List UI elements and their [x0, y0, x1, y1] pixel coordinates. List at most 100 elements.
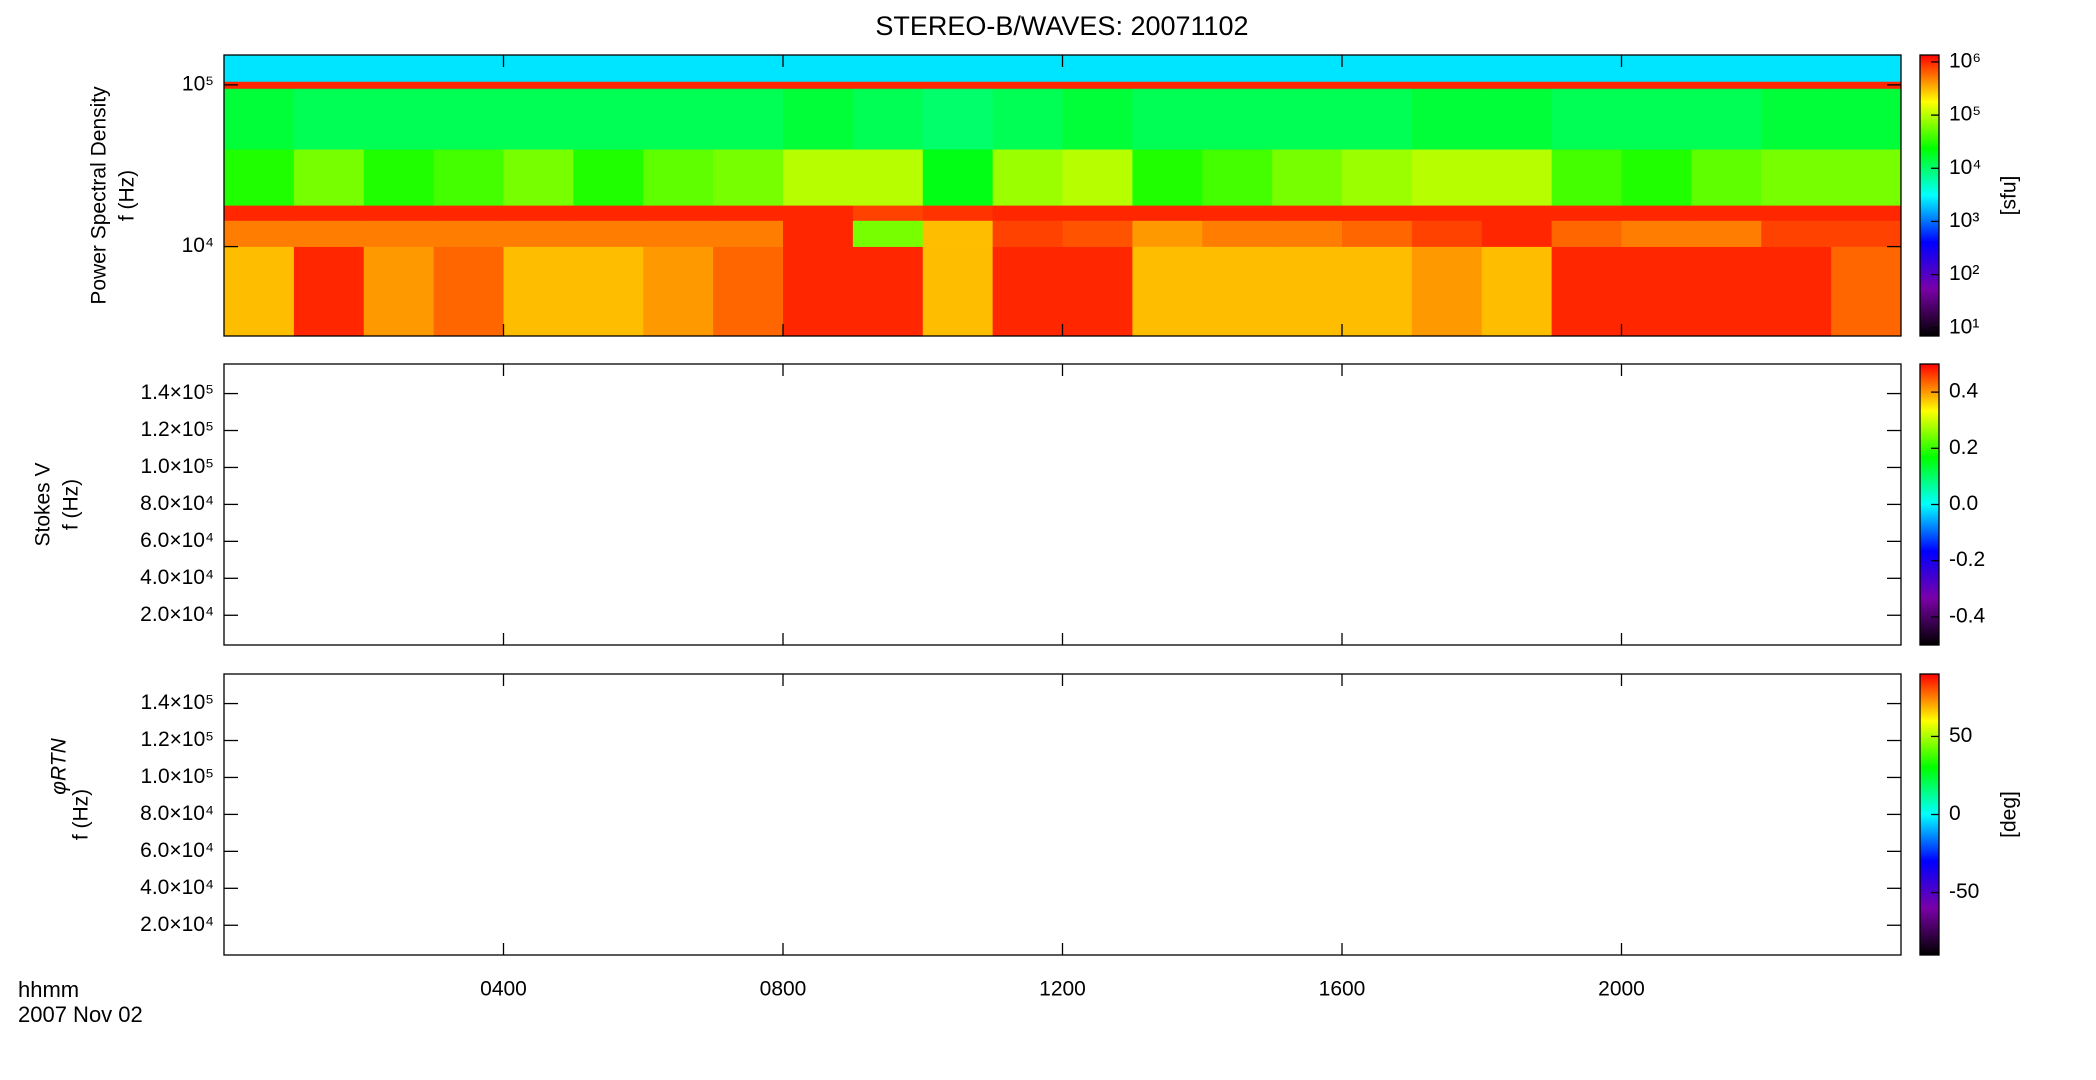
heatmap-cell — [783, 246, 854, 337]
colorbar-tick-label: 0.4 — [1949, 380, 1979, 403]
heatmap-cell — [1202, 88, 1273, 150]
heatmap-cell — [1551, 81, 1622, 89]
heatmap-cell — [922, 205, 994, 221]
heatmap-cell — [363, 88, 435, 150]
heatmap-cell — [992, 149, 1063, 206]
y-tick-label: 10⁵ — [182, 72, 214, 95]
heatmap-cell — [433, 220, 504, 247]
heatmap-cell — [1551, 88, 1622, 150]
y-axis-label: φRTN — [48, 737, 71, 794]
heatmap-cell — [1761, 149, 1832, 206]
heatmap-cell — [1621, 220, 1692, 247]
heatmap-cell — [363, 81, 435, 89]
y-tick-label: 8.0×10⁴ — [140, 492, 214, 515]
heatmap-cell — [1761, 88, 1832, 150]
heatmap-cell — [992, 88, 1063, 150]
heatmap-cell — [1621, 88, 1692, 150]
heatmap-cell — [852, 88, 924, 150]
heatmap-cell — [1481, 149, 1553, 206]
colorbar-tick-label: 10⁴ — [1949, 156, 1981, 179]
heatmap-cell — [1551, 55, 1622, 82]
heatmap-cell — [1411, 81, 1483, 89]
heatmap-cell — [1272, 246, 1343, 337]
heatmap-cell — [1691, 220, 1762, 247]
heatmap-cell — [363, 149, 435, 206]
heatmap-cell — [573, 205, 644, 221]
heatmap-cell — [363, 55, 435, 82]
heatmap-cell — [1132, 81, 1203, 89]
colorbar-tick-label: 10³ — [1949, 209, 1979, 232]
heatmap-cell — [433, 81, 504, 89]
heatmap-cell — [293, 205, 365, 221]
heatmap-cell — [1132, 205, 1203, 221]
colorbar-tick-label: 10⁵ — [1949, 103, 1981, 126]
heatmap-cell — [992, 205, 1063, 221]
heatmap-cell — [1831, 246, 1902, 337]
date-label: 2007 Nov 02 — [18, 1002, 143, 1027]
heatmap-cell — [1272, 88, 1343, 150]
heatmap-cell — [1691, 246, 1762, 337]
heatmap-cell — [293, 81, 365, 89]
heatmap-cell — [224, 246, 295, 337]
x-tick-label: 2000 — [1598, 978, 1645, 1001]
colorbar-tick-label: 50 — [1949, 724, 1972, 747]
heatmap-cell — [1481, 205, 1553, 221]
y-tick-label: 10⁴ — [182, 234, 214, 257]
heatmap-cell — [503, 220, 574, 247]
colorbar-tick-label: 0.2 — [1949, 436, 1978, 459]
heatmap-cell — [1831, 55, 1902, 82]
heatmap-cell — [1062, 149, 1133, 206]
colorbar-tick-label: -0.4 — [1949, 604, 1986, 627]
heatmap-cell — [503, 149, 574, 206]
heatmap-cell — [992, 246, 1063, 337]
heatmap-cell — [1691, 55, 1762, 82]
heatmap-cell — [783, 149, 854, 206]
colorbar-tick-label: 10¹ — [1949, 315, 1979, 338]
heatmap-cell — [1342, 220, 1413, 247]
y-axis-label: Stokes V — [32, 462, 55, 546]
heatmap-cell — [992, 81, 1063, 89]
heatmap-cell — [713, 220, 784, 247]
heatmap-cell — [1342, 246, 1413, 337]
heatmap-cell — [643, 220, 714, 247]
heatmap-cell — [1202, 205, 1273, 221]
heatmap-cell — [783, 220, 854, 247]
heatmap-cell — [1481, 220, 1553, 247]
heatmap-cell — [1761, 220, 1832, 247]
colorbar-tick-label: -50 — [1949, 880, 1979, 903]
heatmap-cell — [224, 220, 295, 247]
y-tick-label: 2.0×10⁴ — [140, 913, 214, 936]
heatmap-cell — [1202, 81, 1273, 89]
heatmap-cell — [922, 246, 994, 337]
heatmap-cell — [922, 149, 994, 206]
heatmap-cell — [293, 246, 365, 337]
y-axis-label: f (Hz) — [60, 479, 83, 530]
heatmap-cell — [1691, 81, 1762, 89]
heatmap-cell — [1831, 81, 1902, 89]
x-tick-label: 1200 — [1039, 978, 1086, 1001]
heatmap-cell — [224, 81, 295, 89]
heatmap-cell — [1342, 81, 1413, 89]
heatmap-cell — [1761, 55, 1832, 82]
heatmap-cell — [363, 246, 435, 337]
y-tick-label: 1.4×10⁵ — [140, 691, 214, 714]
heatmap-cell — [433, 88, 504, 150]
heatmap-cell — [1062, 205, 1133, 221]
heatmap-cell — [1202, 149, 1273, 206]
heatmap-cell — [573, 55, 644, 82]
heatmap-cell — [1202, 55, 1273, 82]
x-tick-label: 1600 — [1319, 978, 1366, 1001]
heatmap-cell — [1132, 220, 1203, 247]
heatmap-cell — [1551, 246, 1622, 337]
heatmap-cell — [1272, 205, 1343, 221]
y-tick-label: 4.0×10⁴ — [140, 876, 214, 899]
x-tick-label: 0400 — [480, 978, 527, 1001]
heatmap-cell — [922, 55, 994, 82]
heatmap-cell — [1062, 246, 1133, 337]
heatmap-cell — [1551, 205, 1622, 221]
heatmap-cell — [852, 220, 924, 247]
heatmap-cell — [852, 149, 924, 206]
heatmap-cell — [1621, 55, 1692, 82]
plot-frame — [223, 363, 1902, 646]
